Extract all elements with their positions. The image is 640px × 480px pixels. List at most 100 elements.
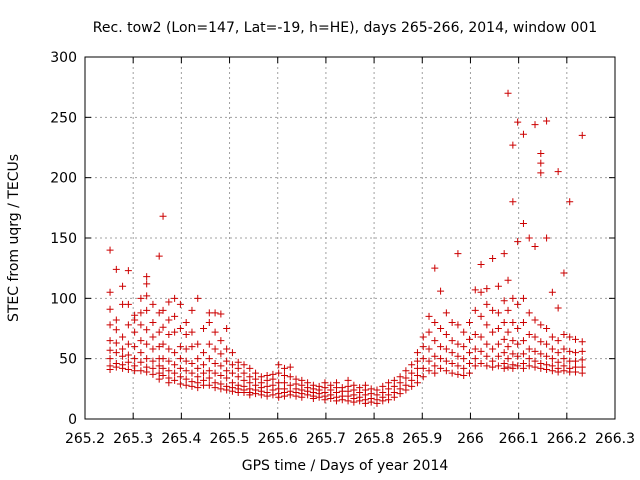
data-point <box>143 340 151 348</box>
data-point <box>578 356 586 364</box>
data-point <box>531 316 539 324</box>
data-point <box>543 117 551 125</box>
data-point <box>483 362 491 370</box>
data-point <box>413 357 421 365</box>
data-point <box>124 351 132 359</box>
data-point <box>402 374 410 382</box>
data-point <box>143 368 151 376</box>
data-point <box>234 358 242 366</box>
data-point <box>112 326 120 334</box>
data-point <box>494 340 502 348</box>
data-point <box>514 352 522 360</box>
data-point <box>460 355 468 363</box>
data-point <box>519 294 527 302</box>
data-point <box>425 312 433 320</box>
data-point <box>211 328 219 336</box>
data-point <box>483 352 491 360</box>
data-point <box>379 382 387 390</box>
data-point <box>240 361 248 369</box>
data-point <box>448 369 456 377</box>
data-point <box>560 355 568 363</box>
data-point <box>228 349 236 357</box>
data-point <box>531 357 539 365</box>
data-point <box>327 394 335 402</box>
data-point <box>176 325 184 332</box>
data-point <box>431 362 439 370</box>
data-point <box>280 379 288 387</box>
data-point <box>356 397 364 405</box>
data-point <box>159 306 167 314</box>
data-point <box>106 305 114 313</box>
data-point <box>165 298 173 306</box>
data-point <box>509 337 517 345</box>
data-point <box>531 333 539 341</box>
data-point <box>454 340 462 348</box>
x-tick-label: 266.3 <box>595 431 635 447</box>
data-point <box>437 325 445 332</box>
data-point <box>228 361 236 369</box>
data-point <box>211 345 219 353</box>
data-point <box>228 387 236 395</box>
data-point <box>176 355 184 363</box>
data-point <box>460 328 468 336</box>
data-point <box>408 376 416 384</box>
data-point <box>205 374 213 382</box>
data-point <box>171 294 179 302</box>
x-tick-label: 266.2 <box>547 431 587 447</box>
data-point <box>390 393 398 401</box>
data-point <box>560 331 568 339</box>
data-point <box>465 349 473 357</box>
data-point <box>211 384 219 392</box>
data-point <box>119 282 127 290</box>
data-point <box>402 386 410 394</box>
data-point <box>460 372 468 380</box>
data-point <box>143 273 151 281</box>
data-point <box>280 372 288 380</box>
data-point <box>112 363 120 371</box>
data-point <box>471 345 479 353</box>
data-point <box>396 390 404 398</box>
data-point <box>217 310 225 318</box>
data-point <box>471 286 479 294</box>
data-point <box>275 369 283 377</box>
data-point <box>106 246 114 254</box>
data-point <box>531 242 539 250</box>
data-point <box>182 357 190 365</box>
data-point <box>465 359 473 367</box>
y-tick-label: 50 <box>59 352 77 368</box>
data-point <box>578 363 586 371</box>
data-point <box>112 349 120 357</box>
data-point <box>159 212 167 220</box>
data-point <box>338 396 346 404</box>
data-points <box>106 89 586 407</box>
data-point <box>137 349 145 357</box>
data-point <box>373 399 381 407</box>
data-point <box>519 364 527 372</box>
data-point <box>566 333 574 341</box>
data-point <box>155 309 163 317</box>
data-point <box>548 333 556 341</box>
x-tick-label: 266 <box>457 431 484 447</box>
data-point <box>537 321 545 329</box>
data-point <box>211 359 219 367</box>
data-point <box>223 345 231 353</box>
data-point <box>402 367 410 375</box>
data-point <box>165 331 173 339</box>
data-point <box>143 280 151 288</box>
data-point <box>257 391 265 399</box>
data-point <box>304 391 312 399</box>
data-point <box>509 318 517 326</box>
data-point <box>182 375 190 383</box>
data-point <box>537 169 545 177</box>
data-point <box>509 364 517 372</box>
data-point <box>519 318 527 326</box>
y-tick-label: 0 <box>68 412 77 428</box>
data-point <box>119 345 127 353</box>
data-point <box>460 343 468 351</box>
data-point <box>442 357 450 365</box>
data-point <box>137 294 145 302</box>
data-point <box>489 255 497 263</box>
data-point <box>137 321 145 329</box>
data-point <box>448 318 456 326</box>
data-point <box>431 337 439 345</box>
